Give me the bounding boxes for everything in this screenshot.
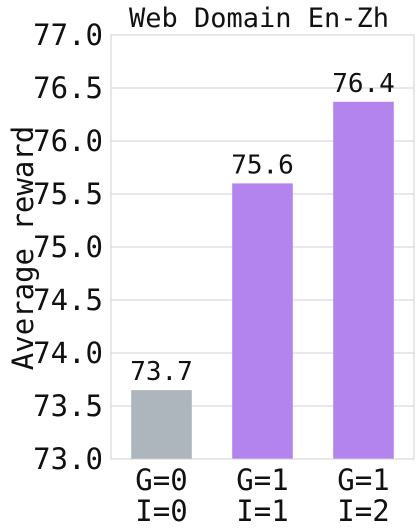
bar [131,390,192,459]
data-labels: 73.7 75.6 76.4 [130,69,395,387]
y-tick-labels: 73.0 73.5 74.0 74.5 75.0 75.5 76.0 76.5 77.0 [33,18,103,476]
data-label: 75.6 [231,150,294,180]
y-tick-label: 74.5 [33,283,103,317]
x-tick-label: I=2 [337,494,389,528]
y-tick-label: 77.0 [33,18,103,52]
chart-title: Web Domain En-Zh [129,3,389,34]
y-tick-label: 76.0 [33,124,103,158]
y-tick-label: 73.0 [33,442,103,476]
bar [232,183,293,459]
data-label: 73.7 [130,357,193,387]
data-label: 76.4 [332,69,395,99]
y-tick-label: 75.0 [33,230,103,264]
x-tick-label: I=0 [135,494,187,528]
y-tick-label: 73.5 [33,389,103,423]
x-tick-label: I=1 [236,494,288,528]
x-tick-label: G=1 [337,463,389,497]
x-tick-labels: G=0I=0G=1I=1G=1I=2 [135,463,389,528]
y-tick-label: 74.0 [33,336,103,370]
plot-frame [110,34,415,460]
y-tick-label: 75.5 [33,177,103,211]
x-tick-label: G=1 [236,463,288,497]
bar [333,101,394,459]
bars [131,101,394,459]
x-tick-label: G=0 [135,463,187,497]
y-axis-label: Average reward [6,126,40,370]
y-tick-label: 76.5 [33,71,103,105]
